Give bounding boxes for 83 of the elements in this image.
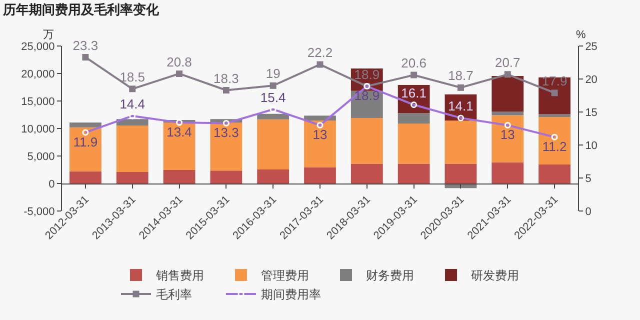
bar <box>492 111 524 116</box>
y2-tick-label: 0 <box>585 206 592 218</box>
bar <box>257 169 290 184</box>
point <box>410 72 418 78</box>
bar <box>492 162 524 184</box>
data-label: 15.4 <box>260 90 286 105</box>
legend-label: 毛利率 <box>156 288 192 302</box>
legend-label: 管理费用 <box>261 268 309 283</box>
data-label: 18.7 <box>448 68 474 84</box>
data-label: 20.6 <box>401 56 426 71</box>
point <box>270 82 276 89</box>
bar <box>163 170 196 184</box>
point <box>551 90 558 96</box>
data-label: 20.7 <box>494 55 520 70</box>
chart-title: 历年期间费用及毛利率变化 <box>2 2 160 17</box>
point <box>176 70 183 77</box>
y-axis-title: 万 <box>43 29 54 41</box>
bar <box>210 170 242 184</box>
y2-tick-label: 10 <box>585 140 598 152</box>
data-label: 18.9 <box>354 66 380 82</box>
y-tick-label: 25,000 <box>21 40 55 53</box>
bar <box>257 119 290 170</box>
data-label: 20.8 <box>166 54 192 70</box>
y-tick-label: 0 <box>48 178 55 190</box>
bar <box>70 127 102 172</box>
data-label: 22.2 <box>307 45 333 60</box>
y2-axis-title: % <box>576 29 586 41</box>
data-label: 14.4 <box>120 96 146 112</box>
bar <box>492 115 524 162</box>
bar <box>163 122 196 170</box>
point <box>316 61 324 68</box>
bar <box>398 164 430 184</box>
bar <box>444 164 477 184</box>
legend-label: 期间费用率 <box>261 288 321 302</box>
bar <box>70 122 102 128</box>
legend-label: 研发费用 <box>471 268 519 283</box>
data-label: 13 <box>500 127 515 142</box>
y-tick-label: 20,000 <box>21 68 55 80</box>
bar <box>538 114 570 117</box>
data-label: 19 <box>266 66 280 82</box>
y-tick-label: 5,000 <box>27 150 55 163</box>
data-label: 23.3 <box>72 38 98 53</box>
bar <box>350 164 383 184</box>
data-label: 18.9 <box>354 88 380 104</box>
legend-label: 财务费用 <box>366 268 414 283</box>
bar <box>116 125 148 172</box>
data-label: 17.9 <box>542 73 568 88</box>
bar <box>116 172 148 184</box>
data-label: 18.3 <box>214 70 239 86</box>
bar <box>70 171 102 184</box>
data-label: 11.2 <box>542 138 567 154</box>
bar <box>350 118 383 164</box>
point <box>457 84 464 91</box>
bar <box>538 116 570 165</box>
bar <box>257 114 290 120</box>
bar <box>116 119 148 126</box>
bar <box>304 120 336 168</box>
data-label: 13 <box>312 127 328 142</box>
bar <box>538 77 570 114</box>
data-label: 18.5 <box>120 70 146 85</box>
data-label: 13.3 <box>214 125 239 140</box>
data-label: 13.4 <box>166 124 192 140</box>
y2-tick-label: 25 <box>585 40 598 53</box>
bar <box>492 76 524 112</box>
data-label: 11.9 <box>73 134 98 150</box>
bar <box>398 124 430 164</box>
data-label: 16.1 <box>401 85 426 100</box>
bar <box>304 167 336 184</box>
point <box>222 86 230 94</box>
y-tick-label: 15,000 <box>21 96 55 108</box>
bar <box>210 122 242 171</box>
point <box>504 71 511 78</box>
bar <box>444 120 477 164</box>
y2-tick-label: 5 <box>585 172 592 185</box>
y2-tick-label: 20 <box>585 74 598 86</box>
data-label: 14.1 <box>448 98 474 114</box>
y-tick-label: 10,000 <box>21 123 55 136</box>
bar <box>398 113 430 124</box>
point <box>82 54 89 60</box>
point <box>129 86 136 92</box>
y2-tick-label: 15 <box>585 106 598 119</box>
bar <box>538 164 570 184</box>
legend-label: 销售费用 <box>155 268 204 283</box>
